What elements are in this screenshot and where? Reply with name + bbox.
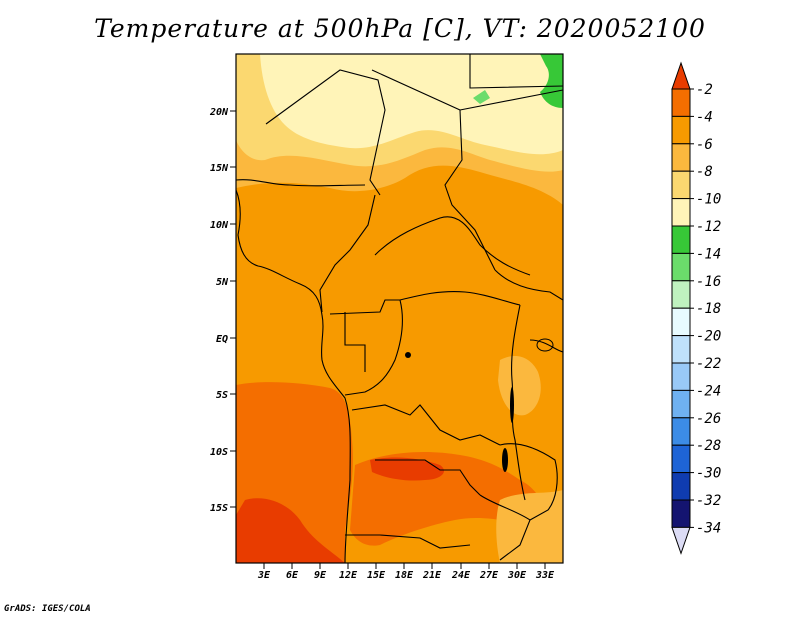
lat-label: 10S — [210, 447, 228, 458]
border-angola-drc — [351, 404, 501, 446]
lon-label: 33E — [535, 570, 555, 581]
colorbar: -2 -4 -6 -8 -10 -12 -14 -16 -18 -20 -22 -24 -26 -28 -3… — [671, 61, 721, 555]
lon-label: 6E — [286, 570, 299, 581]
colorbar-segment — [671, 444, 691, 474]
colorbar-label: -14 — [696, 246, 721, 262]
field-band-2 — [236, 498, 345, 563]
colorbar-segment — [671, 88, 691, 117]
colorbar-label: -28 — [696, 438, 721, 454]
lon-label: 15E — [367, 570, 386, 581]
colorbar-label: -2 — [696, 82, 713, 98]
colorbar-label: -12 — [696, 219, 721, 235]
temperature-field — [236, 54, 563, 563]
colorbar-label: -18 — [696, 301, 721, 317]
lon-label: 12E — [339, 570, 358, 581]
border-tanzania — [529, 339, 563, 353]
field-band-2b — [370, 457, 445, 481]
border-cameroon-congo — [329, 291, 521, 315]
colorbar-label: -24 — [696, 383, 721, 399]
border-mozambique — [499, 443, 558, 521]
colorbar-top-arrow — [671, 61, 691, 90]
lon-label: 30E — [507, 570, 527, 581]
lat-label: 20N — [209, 107, 229, 118]
field-band-12 — [260, 54, 563, 155]
colorbar-label: -8 — [696, 164, 713, 180]
border-mali-niger — [265, 69, 386, 196]
lake-tanganyika — [510, 387, 514, 423]
map-frame — [235, 53, 564, 564]
colorbar-label: -6 — [696, 137, 713, 153]
lat-label: 15N — [210, 163, 229, 174]
lakes — [405, 338, 554, 472]
border-car — [374, 216, 531, 276]
colorbar-segment — [671, 389, 691, 419]
inland-lake — [405, 352, 411, 358]
border-sudan-south — [494, 269, 563, 301]
colorbar-label: -4 — [696, 109, 713, 125]
colorbar-segment — [671, 362, 691, 391]
chart-title: Temperature at 500hPa [C], VT: 202005210… — [94, 14, 706, 43]
colorbar-segment — [671, 472, 691, 501]
border-chad-sudan — [459, 89, 563, 111]
border-namibia — [345, 534, 471, 549]
grads-credit: GrADS: IGES/COLA — [4, 604, 91, 614]
border-egypt-libya — [469, 54, 563, 89]
colorbar-label: -32 — [696, 493, 721, 509]
lon-label: 21E — [422, 570, 442, 581]
lat-label: 15S — [210, 503, 228, 514]
country-borders — [236, 54, 563, 563]
lat-label: EQ — [216, 334, 228, 345]
coastline-west — [236, 189, 351, 563]
lon-label: 3E — [257, 570, 271, 581]
colorbar-segment — [671, 335, 691, 364]
colorbar-segment — [671, 417, 691, 446]
colorbar-label: -34 — [696, 520, 721, 536]
colorbar-bottom-arrow — [671, 526, 691, 555]
colorbar-label: -10 — [696, 192, 721, 208]
lat-label: 10N — [210, 220, 229, 231]
colorbar-segment — [671, 115, 691, 145]
colorbar-segment — [671, 143, 691, 172]
latitude-axis: 20N 15N 10N 5N EQ 5S 10S 15S — [209, 107, 236, 514]
border-angola-zambia — [375, 459, 481, 496]
lake-malawi — [502, 448, 508, 472]
lon-label: 24E — [451, 570, 471, 581]
lon-label: 27E — [479, 570, 499, 581]
lat-label: 5N — [216, 277, 229, 288]
field-band-6-east — [498, 356, 541, 416]
colorbar-label: -16 — [696, 274, 721, 290]
field-band-14b — [473, 90, 490, 104]
field-band-8-se — [496, 490, 563, 563]
colorbar-segment — [671, 307, 691, 337]
border-nigeria-cameroon — [319, 194, 376, 313]
colorbar-segment — [671, 225, 691, 254]
colorbar-segment — [671, 198, 691, 227]
lon-label: 9E — [314, 570, 327, 581]
colorbar-segment — [671, 170, 691, 200]
colorbar-segment — [671, 280, 691, 309]
colorbar-label: -26 — [696, 411, 721, 427]
lat-label: 5S — [216, 390, 228, 401]
colorbar-label: -20 — [696, 329, 721, 345]
colorbar-label: -22 — [696, 356, 721, 372]
border-zim — [479, 494, 531, 561]
field-band-14 — [540, 54, 563, 108]
colorbar-segment — [671, 252, 691, 282]
longitude-axis: 3E 6E 9E 12E 15E 18E 21E 24E 27E 30E 33E — [257, 563, 555, 581]
border-congo-drc — [344, 299, 404, 396]
lon-label: 18E — [395, 570, 414, 581]
colorbar-segment — [671, 499, 691, 528]
lake-victoria — [536, 338, 554, 352]
border-niger-south — [236, 179, 366, 187]
border-gabon — [344, 312, 366, 372]
colorbar-label: -30 — [696, 466, 721, 482]
